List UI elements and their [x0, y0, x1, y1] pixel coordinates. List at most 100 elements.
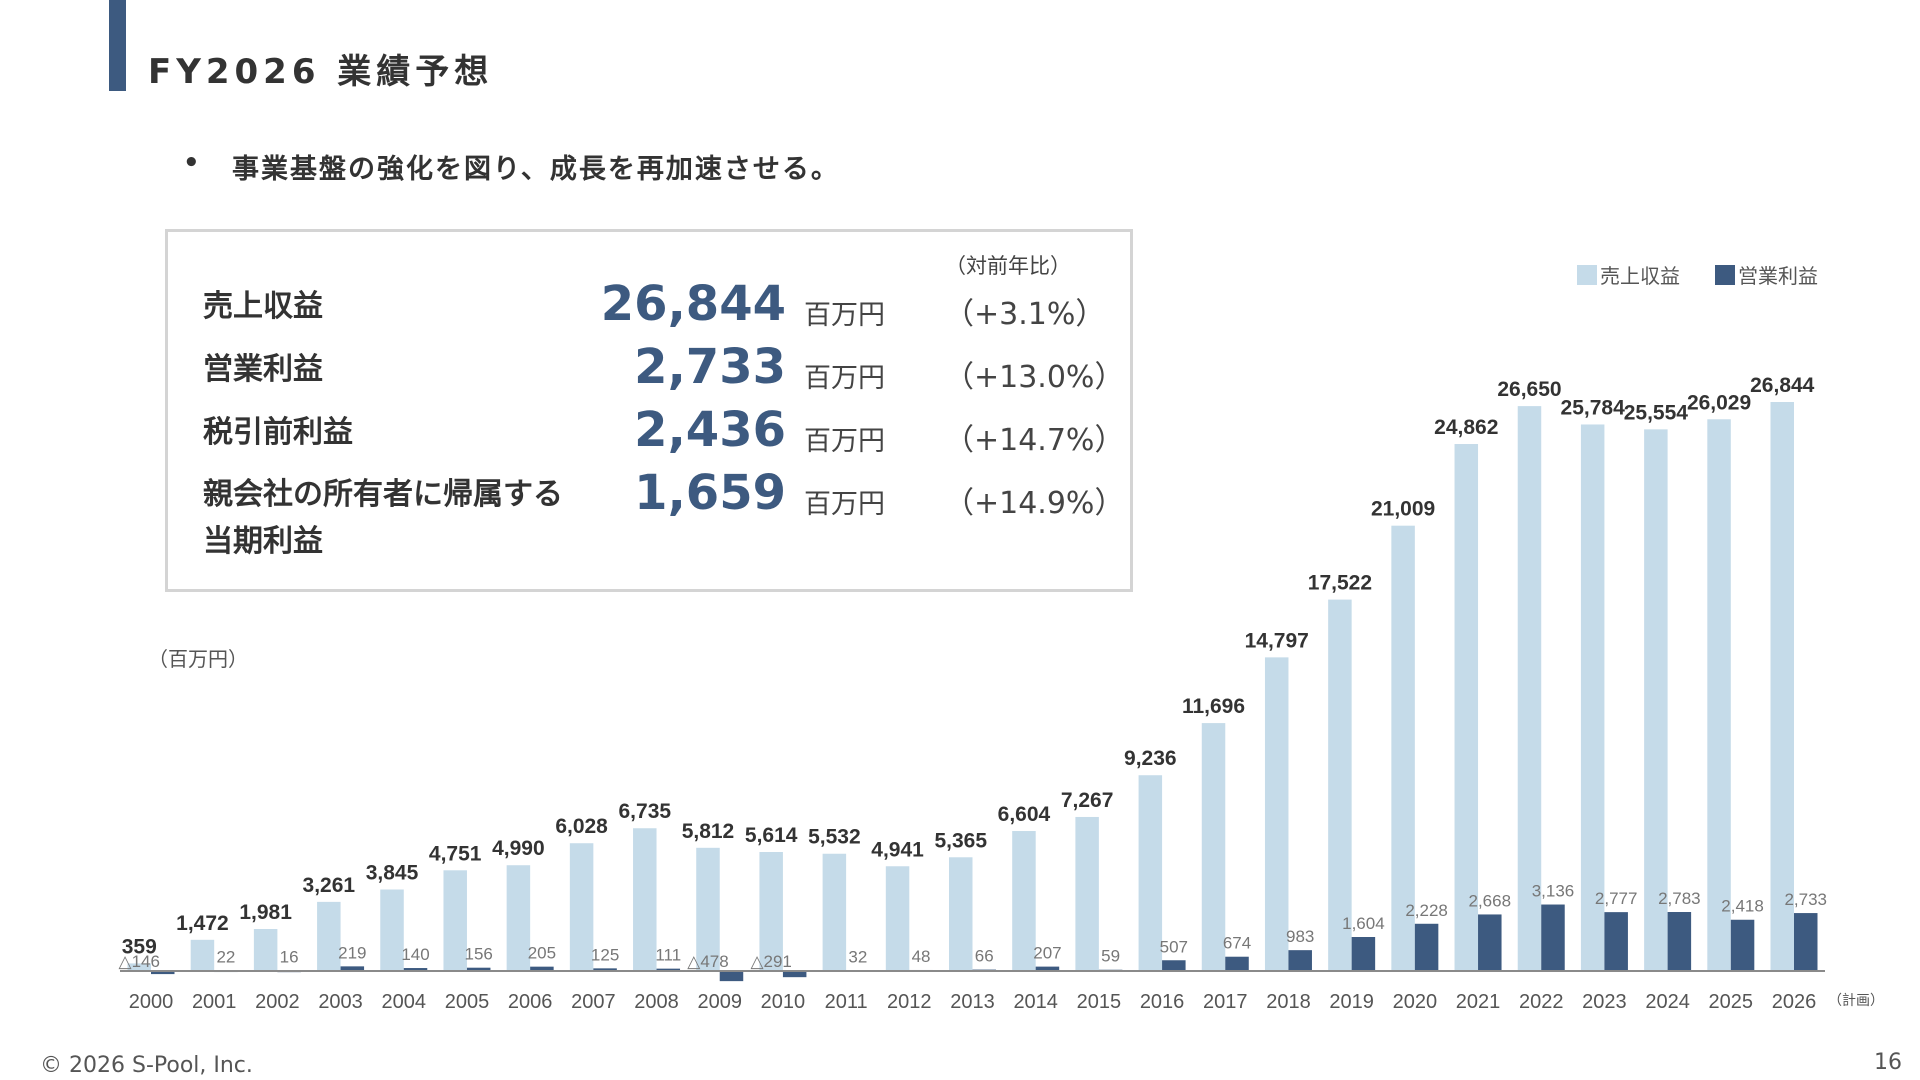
revenue-bar: [1012, 831, 1036, 971]
operating-profit-data-label: 207: [1033, 944, 1061, 963]
operating-profit-data-label: 2,418: [1721, 897, 1764, 916]
x-tick-label: 2024: [1645, 991, 1690, 1013]
revenue-data-label: 24,862: [1434, 416, 1498, 439]
revenue-bar: [885, 866, 910, 971]
x-tick-label: 2022: [1519, 991, 1564, 1013]
operating-profit-bar: [656, 968, 681, 971]
revenue-data-label: 4,990: [492, 837, 545, 860]
revenue-data-label: 4,941: [871, 838, 924, 861]
operating-profit-data-label: 140: [401, 945, 429, 964]
revenue-data-label: 3,845: [366, 861, 419, 884]
revenue-data-label: 26,844: [1750, 374, 1815, 397]
revenue-bar: [190, 939, 215, 971]
net-profit-unit: 百万円: [804, 489, 885, 520]
operating-profit-data-label: 507: [1160, 937, 1188, 956]
revenue-data-label: 25,784: [1561, 396, 1626, 419]
x-tick-label: 2023: [1582, 991, 1627, 1013]
operating-profit-bar: [340, 966, 365, 971]
revenue-bar: [1201, 723, 1226, 971]
revenue-bar: [569, 843, 594, 971]
revenue-yoy: （+3.1%）: [944, 297, 1106, 332]
legend-operating-profit: 営業利益: [1715, 260, 1818, 289]
operating-profit-data-label: 22: [216, 948, 235, 967]
x-tick-label: 2000: [129, 991, 174, 1013]
x-tick-label: 2013: [950, 991, 995, 1013]
operating-profit-bar: [1225, 956, 1249, 971]
revenue-data-label: 11,696: [1182, 695, 1245, 718]
operating-profit-label: 営業利益: [203, 352, 323, 387]
chart-unit-label: （百万円）: [148, 647, 248, 671]
legend-swatch-revenue: [1577, 264, 1597, 285]
yoy-header: （対前年比）: [945, 254, 1071, 278]
net-profit-label-line1: 親会社の所有者に帰属する: [203, 477, 563, 512]
revenue-bar: [949, 857, 973, 971]
revenue-bar: [1075, 816, 1099, 971]
revenue-bar: [696, 847, 720, 971]
revenue-bar: [1138, 775, 1163, 971]
x-tick-label: 2011: [825, 991, 868, 1013]
revenue-bar: [127, 963, 151, 971]
operating-profit-data-label: 48: [912, 947, 931, 966]
revenue-bar: [1517, 406, 1542, 971]
revenue-data-label: 9,236: [1124, 747, 1177, 770]
operating-profit-value: 2,733: [634, 339, 786, 395]
operating-profit-data-label: 59: [1101, 947, 1120, 966]
x-tick-label: 2014: [1013, 991, 1058, 1013]
pretax-profit-yoy: （+14.7%）: [944, 423, 1125, 458]
x-tick-label: 2025: [1709, 991, 1754, 1013]
revenue-bar: [1707, 419, 1731, 972]
x-tick-label: 2001: [192, 991, 237, 1013]
operating-profit-data-label: △291: [750, 952, 791, 971]
operating-profit-data-label: 66: [975, 947, 994, 966]
revenue-bar: [1328, 599, 1352, 971]
x-tick-label: 2007: [571, 991, 616, 1013]
operating-profit-data-label: 2,777: [1595, 889, 1638, 908]
x-tick-label: 2006: [508, 991, 553, 1013]
revenue-data-label: 5,532: [808, 826, 861, 849]
revenue-label: 売上収益: [203, 289, 323, 324]
operating-profit-data-label: 2,668: [1469, 891, 1512, 910]
revenue-bar: [443, 870, 467, 971]
operating-profit-bar: [530, 966, 554, 971]
pretax-profit-label: 税引前利益: [203, 415, 353, 450]
title-accent-bar: [109, 0, 126, 91]
operating-profit-data-label: 674: [1223, 934, 1251, 953]
operating-profit-data-label: 3,136: [1532, 882, 1575, 901]
x-tick-label: 2012: [887, 991, 932, 1013]
net-profit-value: 1,659: [634, 465, 786, 521]
revenue-bar: [759, 852, 783, 971]
revenue-bar: [633, 828, 657, 971]
operating-profit-bar: [1162, 960, 1186, 971]
revenue-bar: [1454, 444, 1479, 971]
revenue-data-label: 359: [122, 935, 157, 958]
page-title: FY2026 業績予想: [148, 52, 494, 92]
operating-profit-data-label: 2,783: [1658, 889, 1701, 908]
revenue-data-label: 26,650: [1497, 378, 1561, 401]
revenue-data-label: 26,029: [1687, 391, 1751, 414]
operating-profit-data-label: 205: [528, 944, 556, 963]
x-tick-label: 2010: [761, 991, 806, 1013]
revenue-bar: [1580, 424, 1605, 971]
operating-profit-data-label: 125: [591, 945, 619, 964]
pretax-profit-unit: 百万円: [804, 426, 885, 457]
legend-revenue: 売上収益: [1577, 260, 1680, 289]
operating-profit-data-label: △478: [687, 952, 728, 971]
x-tick-label: 2009: [697, 991, 742, 1013]
operating-profit-bar: [782, 971, 807, 978]
net-profit-label-line2: 当期利益: [203, 524, 323, 559]
operating-profit-bar: [1351, 937, 1376, 971]
page-number: 16: [1874, 1050, 1902, 1075]
operating-profit-bar: [719, 971, 744, 982]
operating-profit-bar: [466, 967, 491, 971]
pretax-profit-value: 2,436: [634, 402, 786, 458]
operating-profit-data-label: △146: [119, 952, 160, 971]
operating-profit-bar: [1541, 904, 1565, 971]
revenue-bar: [1391, 525, 1415, 971]
operating-profit-data-label: 16: [280, 948, 299, 967]
revenue-data-label: 4,751: [429, 842, 482, 865]
operating-profit-bar: [1035, 966, 1060, 971]
operating-profit-data-label: 32: [848, 947, 867, 966]
revenue-data-label: 3,261: [303, 874, 356, 897]
x-tick-label: 2021: [1456, 991, 1501, 1013]
revenue-data-label: 6,735: [619, 800, 672, 823]
